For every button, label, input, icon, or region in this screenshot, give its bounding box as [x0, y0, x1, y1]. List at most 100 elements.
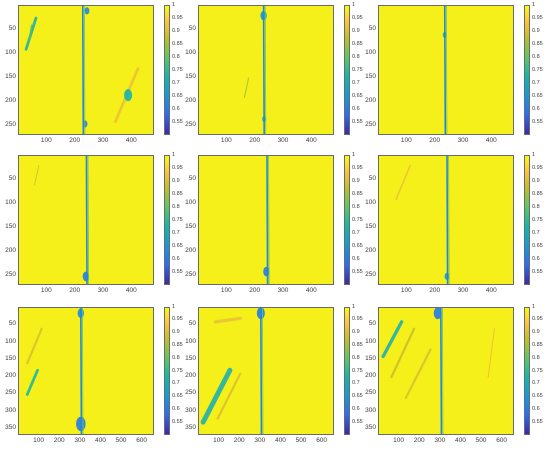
colorbar [524, 5, 530, 135]
colorbar-tick-label: 0.6 [172, 255, 180, 262]
y-tick-label: 250 [365, 389, 376, 397]
y-tick-label: 350 [5, 424, 16, 432]
crack-line [266, 156, 269, 284]
colorbar-tick-label: 0.8 [352, 354, 360, 361]
colorbar-tick-label: 0.95 [352, 164, 363, 171]
low-correlation-spot [84, 7, 90, 15]
heatmap-field [200, 308, 265, 434]
colorbar-tick-label: 1 [172, 303, 176, 310]
colorbar-tick-label: 1 [352, 303, 356, 310]
heatmap-plot-area [198, 307, 334, 435]
y-tick-label: 150 [365, 354, 376, 362]
y-tick-label: 150 [365, 73, 376, 81]
y-tick-label: 250 [185, 121, 196, 129]
y-tick-label: 100 [5, 337, 16, 345]
colorbar [164, 155, 170, 285]
crack-line [268, 156, 270, 284]
diagonal-streak [395, 164, 411, 201]
x-tick-label: 400 [485, 137, 497, 144]
low-correlation-spot [82, 271, 90, 282]
y-tick-label: 250 [5, 271, 16, 279]
colorbar-tick-label: 0.75 [172, 367, 183, 374]
y-tick-label: 100 [185, 199, 196, 207]
heatmap-field [25, 308, 86, 434]
colorbar-tick-label: 0.9 [532, 329, 540, 336]
y-tick-label: 100 [365, 337, 376, 345]
x-tick-label: 100 [220, 137, 232, 144]
x-tick-label: 500 [295, 437, 307, 444]
crack-line [87, 156, 90, 284]
x-tick-label: 400 [274, 437, 286, 444]
x-tick-label: 300 [74, 437, 86, 444]
x-tick-label: 600 [496, 437, 508, 444]
y-tick-label: 50 [188, 25, 196, 33]
colorbar-tick-label: 1 [532, 303, 536, 310]
colorbar-tick-label: 0.7 [532, 79, 540, 86]
colorbar-tick-label: 0.75 [172, 216, 183, 223]
heatmap-field [395, 156, 450, 284]
y-tick-label: 250 [365, 121, 376, 129]
diagonal-streak [26, 327, 43, 365]
colorbar-tick-label: 0.9 [352, 329, 360, 336]
x-tick-label: 200 [233, 437, 245, 444]
colorbar-tick-label: 0.8 [172, 203, 180, 210]
colorbar-tick-label: 0.95 [532, 14, 543, 21]
y-tick-label: 250 [5, 121, 16, 129]
colorbar-tick-label: 0.85 [532, 190, 543, 197]
colorbar-tick-label: 0.55 [352, 118, 363, 125]
colorbar-tick-label: 0.95 [172, 164, 183, 171]
colorbar-tick-label: 0.9 [172, 177, 180, 184]
x-tick-label: 200 [69, 137, 81, 144]
colorbar-tick-label: 0.65 [532, 393, 543, 400]
x-tick-label: 200 [413, 437, 425, 444]
y-tick-label: 100 [185, 337, 196, 345]
colorbar-tick-label: 0.7 [352, 229, 360, 236]
heatmap-field [34, 156, 90, 284]
y-tick-label: 300 [5, 406, 16, 414]
y-tick-label: 250 [5, 389, 16, 397]
y-tick-label: 150 [5, 354, 16, 362]
y-tick-label: 50 [368, 320, 376, 328]
colorbar-tick-label: 0.65 [352, 242, 363, 249]
colorbar-tick-label: 0.7 [172, 229, 180, 236]
y-tick-label: 200 [5, 97, 16, 105]
colorbar-tick-label: 0.65 [352, 393, 363, 400]
colorbar-tick-label: 0.85 [352, 341, 363, 348]
diagonal-streak [34, 165, 40, 186]
colorbar-tick-label: 0.7 [532, 380, 540, 387]
colorbar-tick-label: 0.75 [532, 216, 543, 223]
colorbar-tick-label: 0.55 [352, 268, 363, 275]
crack-line [442, 308, 444, 434]
x-tick-label: 400 [305, 287, 317, 294]
diagonal-streak [216, 372, 242, 420]
y-tick-label: 100 [185, 49, 196, 57]
heatmap-plot-area [198, 155, 334, 285]
x-tick-label: 300 [457, 137, 469, 144]
crack-line [83, 6, 86, 134]
colorbar-tick-label: 0.55 [532, 418, 543, 425]
colorbar-tick-label: 0.9 [532, 27, 540, 34]
colorbar-tick-label: 0.65 [352, 92, 363, 99]
colorbar-tick-label: 0.85 [352, 190, 363, 197]
colorbar-tick-label: 0.6 [172, 405, 180, 412]
colorbar-tick-label: 0.6 [352, 105, 360, 112]
colorbar-tick-label: 0.65 [172, 393, 183, 400]
x-tick-label: 200 [429, 137, 441, 144]
heatmap-plot-area [378, 307, 514, 435]
colorbar-tick-label: 0.8 [172, 53, 180, 60]
diagonal-streak [390, 327, 416, 379]
x-tick-label: 200 [249, 287, 261, 294]
y-tick-label: 50 [8, 25, 16, 33]
x-tick-label: 200 [429, 287, 441, 294]
colorbar-tick-label: 0.7 [172, 380, 180, 387]
colorbar-tick-label: 0.95 [352, 316, 363, 323]
x-tick-label: 100 [220, 287, 232, 294]
x-tick-label: 300 [277, 137, 289, 144]
crack-line [260, 308, 263, 434]
x-tick-label: 100 [213, 437, 225, 444]
colorbar-tick-label: 0.8 [352, 203, 360, 210]
y-tick-label: 50 [368, 25, 376, 33]
x-tick-label: 300 [97, 287, 109, 294]
colorbar [344, 307, 350, 435]
x-tick-label: 100 [33, 437, 45, 444]
